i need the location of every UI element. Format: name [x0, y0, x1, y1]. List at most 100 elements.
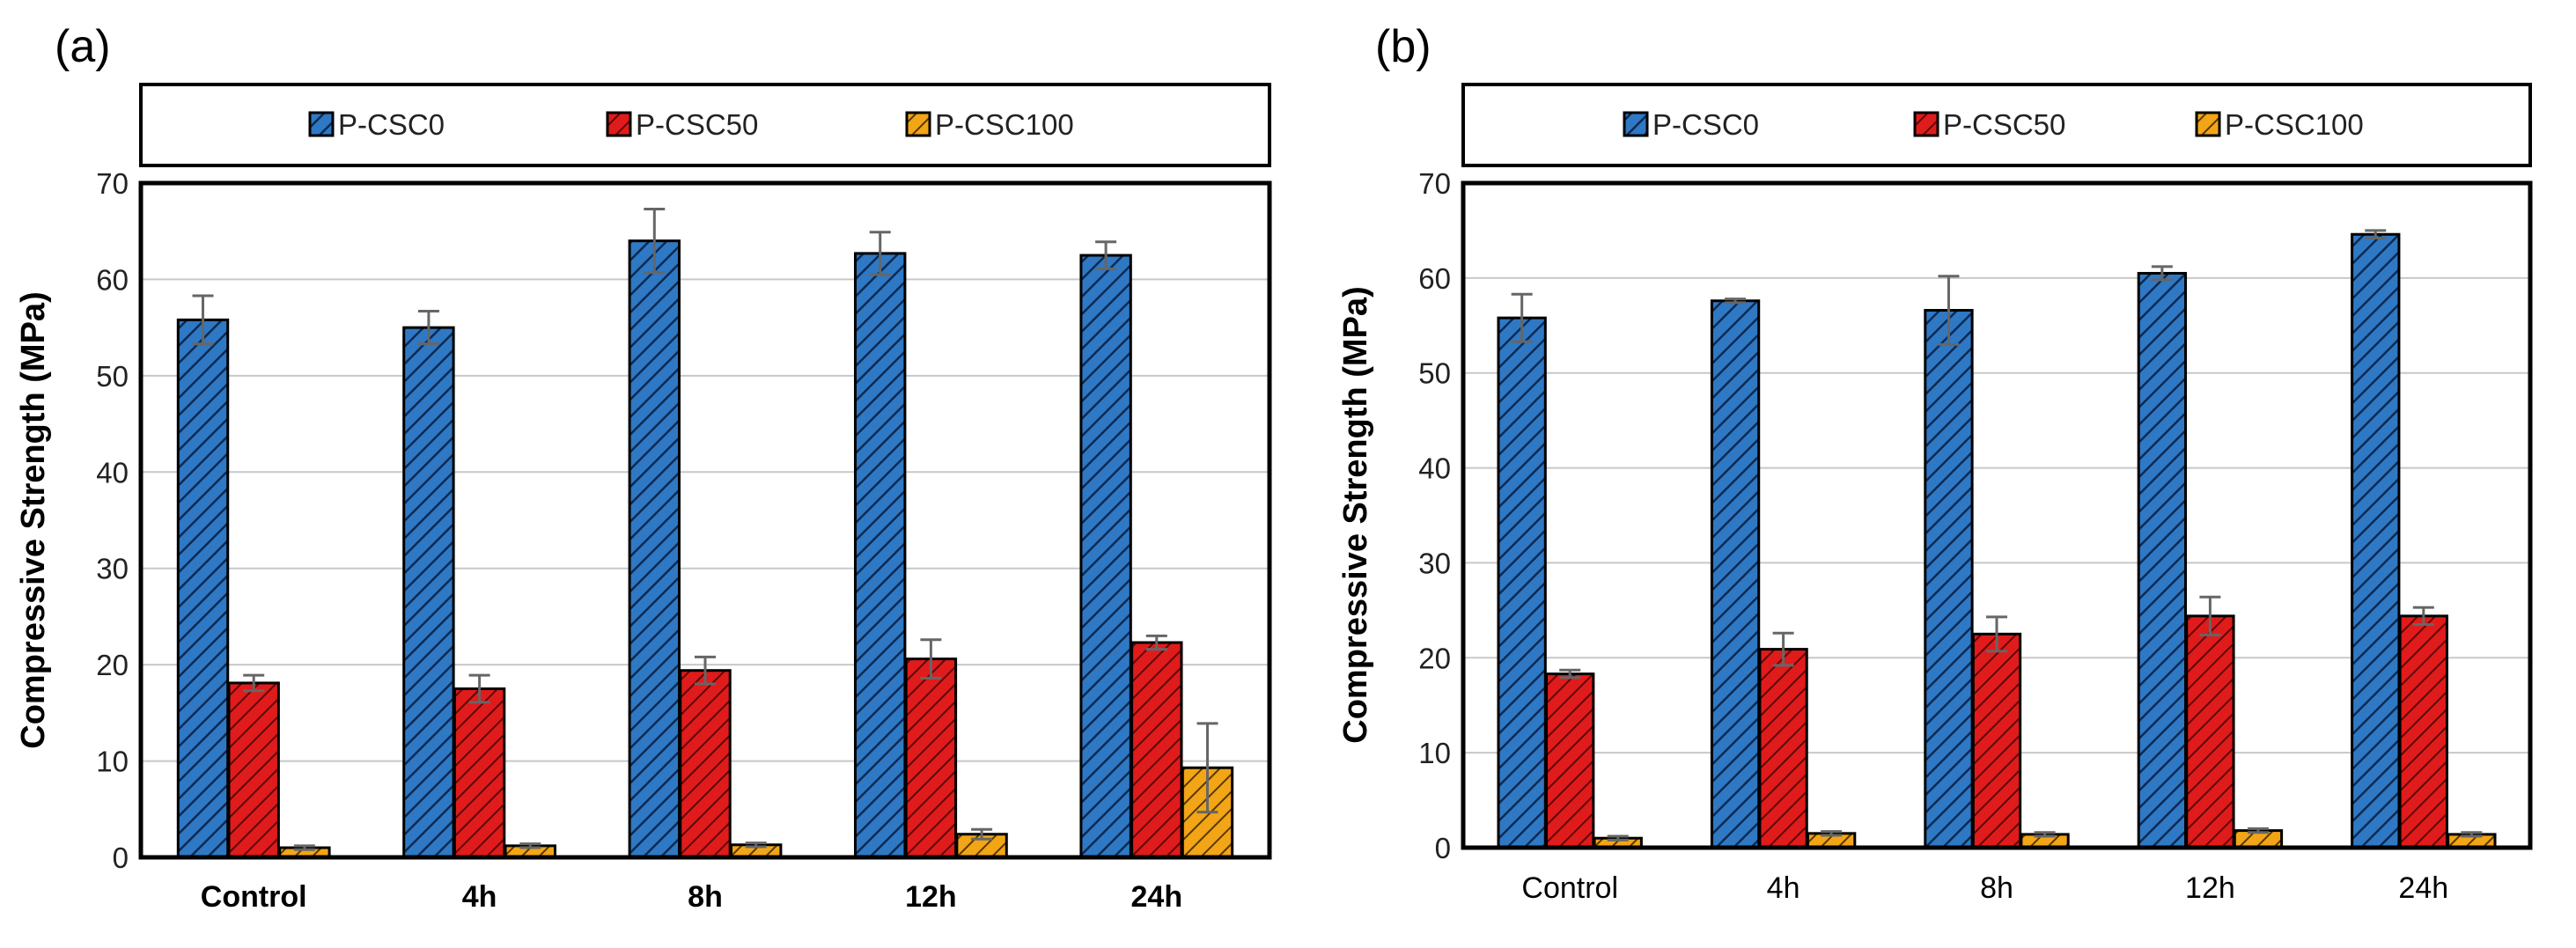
y-tick-label: 70 [96, 167, 129, 200]
error-bar [920, 638, 942, 680]
y-tick-label: 40 [1418, 452, 1451, 485]
legend-swatch [2195, 111, 2221, 137]
legend-item-p-csc50: P-CSC50 [1913, 108, 2065, 141]
error-bar [1607, 834, 1629, 841]
bar-p-csc0 [1924, 309, 1974, 849]
error-bar [1725, 298, 1747, 305]
x-tick-label: 24h [1131, 880, 1183, 914]
x-tick-label: 8h [688, 880, 723, 914]
error-bar [1095, 240, 1117, 270]
y-tick-label: 10 [1418, 737, 1451, 769]
panel-b: (b) P-CSC0 P-CSC50 P-CSC100 0 10 20 30 40 50 60 7… [1337, 21, 2533, 905]
bar-p-csc50 [1758, 648, 1808, 849]
legend-item-p-csc100: P-CSC100 [905, 108, 1074, 141]
x-tick-label: 4h [1767, 871, 1800, 905]
legend: P-CSC0 P-CSC50 P-CSC100 [308, 108, 1074, 141]
bar-p-csc0 [1079, 254, 1132, 859]
bar-p-csc0 [176, 318, 230, 859]
bar-p-csc50 [904, 658, 958, 859]
error-bar [2151, 265, 2173, 282]
legend-item-p-csc50: P-CSC50 [606, 108, 758, 141]
panel-label: (b) [1375, 21, 1432, 72]
legend-swatch [1623, 111, 1649, 137]
x-tick-label: 24h [2398, 871, 2448, 905]
error-bar [468, 673, 490, 704]
y-tick-labels: 0 10 20 30 40 50 60 70 [1418, 167, 1451, 864]
x-tick-labels: Control 4h 8h 12h 24h [201, 880, 1182, 914]
x-tick-label: 12h [2185, 871, 2235, 905]
error-bar [1772, 631, 1794, 667]
y-tick-label: 70 [1418, 167, 1451, 200]
y-tick-label: 60 [1418, 262, 1451, 295]
error-bar [1821, 830, 1843, 837]
error-bar [869, 231, 891, 276]
bar-p-csc0 [402, 326, 455, 859]
error-bar [192, 294, 214, 346]
y-tick-label: 50 [96, 360, 129, 393]
x-tick-label: 12h [905, 880, 957, 914]
legend-item-p-csc0: P-CSC0 [308, 108, 445, 141]
bar-p-csc0 [854, 252, 907, 859]
error-bar [644, 208, 666, 275]
y-tick-label: 20 [96, 649, 129, 681]
y-tick-label: 60 [96, 263, 129, 296]
error-bar [695, 655, 716, 686]
bar-p-csc50 [1130, 641, 1183, 859]
error-bar [2034, 831, 2056, 838]
y-tick-label: 0 [113, 841, 129, 874]
x-tick-label: 4h [462, 880, 497, 914]
legend-swatch [905, 111, 931, 137]
y-tick-label: 50 [1418, 357, 1451, 390]
bar-p-csc50 [1971, 632, 2022, 849]
bar-p-csc0 [2351, 232, 2401, 849]
y-tick-label: 20 [1418, 642, 1451, 674]
bar-p-csc50 [2185, 614, 2235, 849]
error-bar [2461, 831, 2483, 838]
plot-frame [1461, 180, 2533, 850]
bar-p-csc50 [453, 687, 506, 859]
panel-label: (a) [55, 21, 111, 72]
y-tick-labels: 0 10 20 30 40 50 60 70 [96, 167, 129, 874]
legend: P-CSC0 P-CSC50 P-CSC100 [1623, 108, 2364, 141]
y-tick-label: 0 [1435, 832, 1451, 864]
error-bar [243, 673, 265, 693]
legend-label: P-CSC100 [2225, 108, 2364, 141]
bar-p-csc50 [1545, 672, 1595, 849]
error-bar [1986, 615, 2007, 653]
bar-p-csc50 [2398, 614, 2448, 849]
legend-label: P-CSC50 [1943, 108, 2065, 141]
legend-swatch [308, 111, 335, 137]
bar-p-csc50 [227, 681, 280, 859]
panel-a: (a) P-CSC0 P-CSC50 P-CSC100 0 10 20 30 40 50 60 7… [15, 21, 1272, 914]
bar-p-csc0 [2137, 271, 2188, 849]
x-tick-label: 8h [1980, 871, 2013, 905]
legend-label: P-CSC100 [935, 108, 1074, 141]
x-tick-labels: Control 4h 8h 12h 24h [1521, 871, 2448, 905]
legend-swatch [1913, 111, 1939, 137]
error-bar [971, 827, 993, 841]
error-bar [1145, 634, 1167, 651]
bars [176, 208, 1234, 859]
error-bar [293, 844, 315, 851]
plot-frame [138, 180, 1272, 860]
error-bar [745, 841, 767, 849]
legend-item-p-csc0: P-CSC0 [1623, 108, 1759, 141]
legend-swatch [606, 111, 632, 137]
error-bar [1559, 668, 1581, 680]
y-tick-label: 10 [96, 746, 129, 778]
y-tick-label: 30 [1418, 547, 1451, 579]
legend-label: P-CSC0 [1652, 108, 1759, 141]
error-bar [2365, 229, 2387, 240]
bars [1497, 229, 2497, 849]
error-bar [1938, 275, 1960, 346]
legend-item-p-csc100: P-CSC100 [2195, 108, 2364, 141]
x-tick-label: Control [201, 880, 307, 914]
legend-label: P-CSC0 [338, 108, 445, 141]
error-bar [2199, 595, 2221, 636]
bar-p-csc50 [679, 669, 732, 859]
y-tick-label: 40 [96, 456, 129, 489]
y-axis-label: Compressive Strength (MPa) [15, 291, 52, 748]
y-tick-label: 30 [96, 553, 129, 585]
